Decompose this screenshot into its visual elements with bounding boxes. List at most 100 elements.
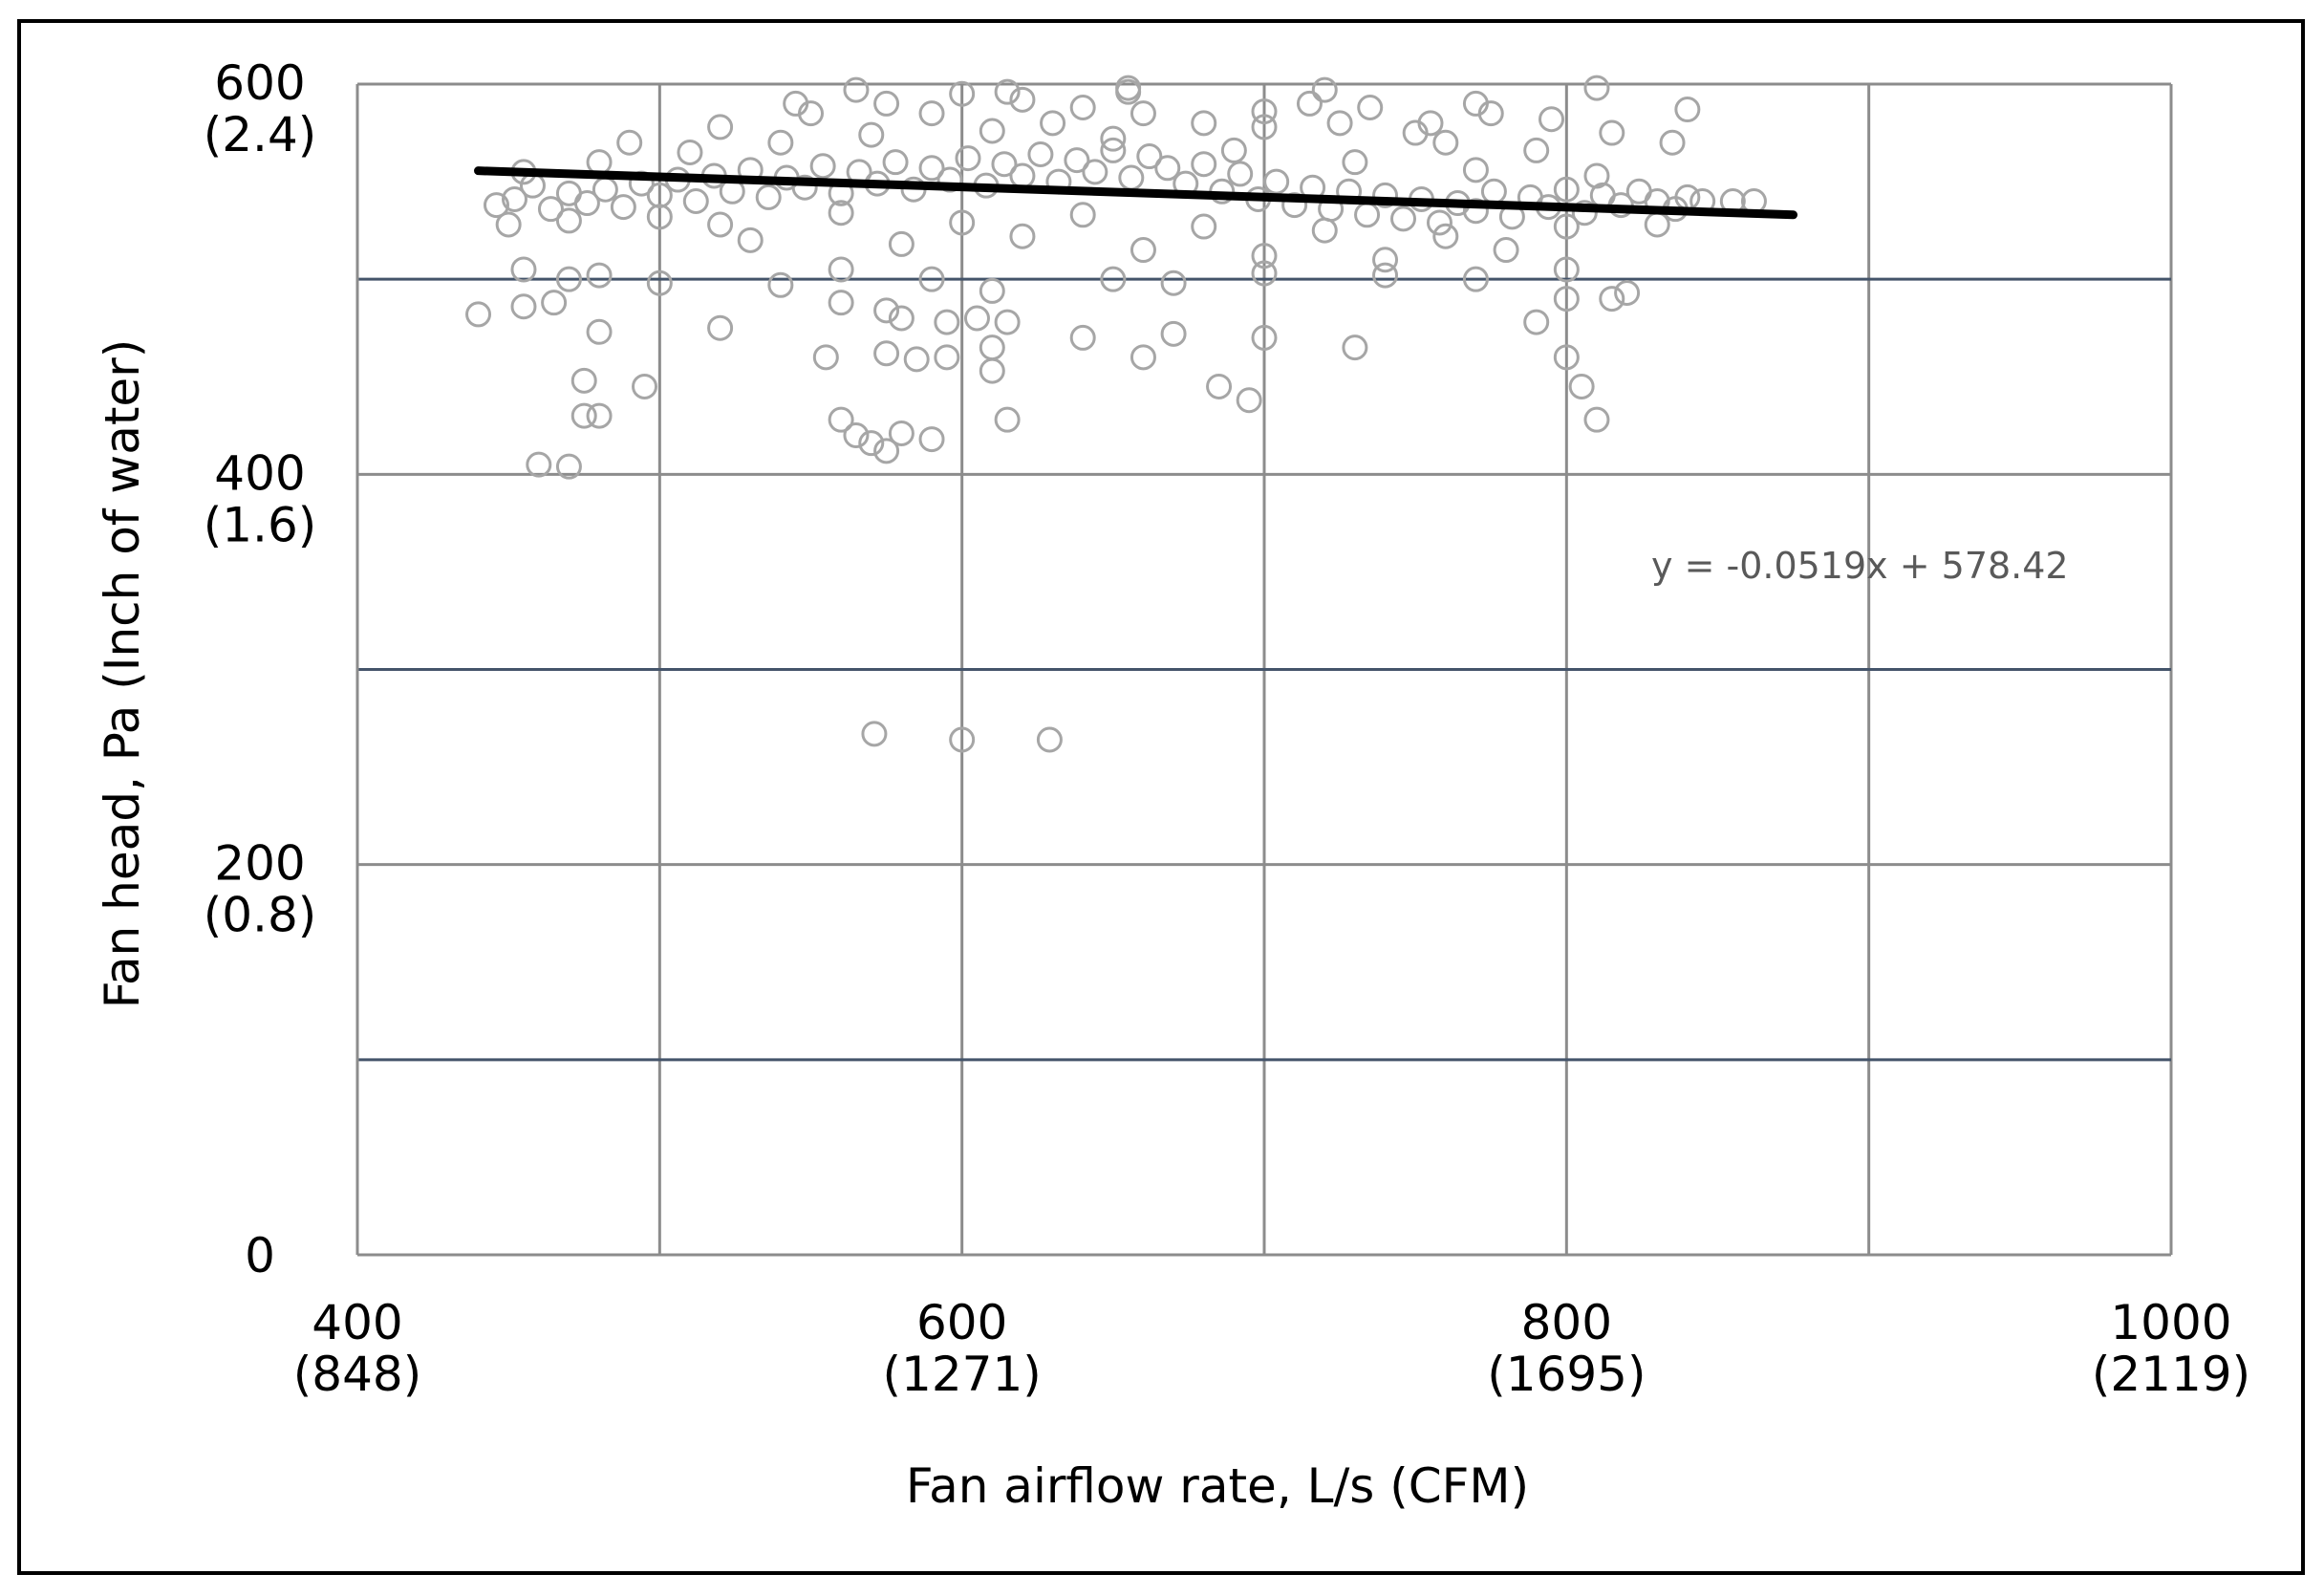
x-tick-sublabel: (1271) [883,1347,1042,1402]
chart-frame [17,19,2305,1575]
data-point [949,726,976,753]
data-point [1674,97,1701,123]
data-point [1009,162,1036,189]
data-point [586,262,613,289]
data-point [1100,137,1127,163]
data-point [707,314,734,341]
data-point [646,182,673,208]
data-point [828,256,854,283]
data-point [1236,387,1262,414]
data-point [1100,125,1127,152]
data-point [1160,320,1187,347]
y-axis-title: Fan head, Pa (Inch of water) [95,339,150,1009]
data-point [888,305,915,332]
data-point [465,301,492,328]
y-tick-sublabel: (1.6) [204,497,317,552]
data-point [586,318,613,345]
data-point [1027,141,1054,167]
data-point [1553,344,1580,371]
data-point [955,145,981,172]
data-point [828,290,854,316]
data-point [1118,164,1145,191]
data-point [1069,95,1096,120]
data-point [646,204,673,230]
data-point [1342,149,1368,176]
data-point [616,129,643,156]
data-point [979,118,1005,144]
data-point [677,139,703,165]
data-point [555,207,582,234]
data-point [682,188,709,214]
data-point [949,209,976,236]
data-point [1263,168,1290,195]
data-point [1206,373,1233,399]
trendline [474,166,1798,220]
trendline-group [474,166,1798,220]
data-point [934,344,960,371]
data-point [783,90,809,117]
data-point [903,346,930,373]
data-point [812,344,839,371]
data-point [888,420,915,446]
tick-labels: 400(848)600(1271)800(1695)1000(2119)0200… [204,55,2250,1402]
data-point [555,453,582,480]
data-point [1357,95,1384,120]
data-point [646,270,673,296]
x-tick-label: 600 [916,1295,1007,1350]
data-point [495,211,522,238]
data-point [1251,324,1278,351]
data-point [828,200,854,226]
data-point [1040,110,1066,137]
y-tick-label: 600 [214,55,305,111]
data-point [1480,178,1507,205]
data-point [791,174,818,201]
data-point [1523,137,1550,163]
data-point [828,406,854,433]
data-point [1100,266,1127,292]
data-point [1251,114,1278,140]
data-point [873,340,900,367]
data-point [1130,237,1156,264]
data-point [1296,90,1323,117]
data-point [1553,286,1580,313]
data-point [918,100,945,127]
data-point [1130,100,1156,127]
data-point [1130,344,1156,371]
data-point [858,121,885,148]
data-point [843,422,870,448]
data-point [1372,182,1399,208]
data-point [526,451,552,478]
y-tick-label: 200 [214,836,305,892]
data-point [873,90,900,117]
data-point [1599,286,1625,313]
data-point [1568,373,1595,399]
data-point [1154,155,1181,182]
data-point [918,426,945,453]
data-point [1553,213,1580,240]
data-point [1064,147,1090,174]
data-point [1227,161,1254,187]
data-point [1136,143,1163,170]
data-point [1539,106,1565,133]
data-point [1372,262,1399,289]
data-point [1583,162,1610,189]
data-point [1390,205,1417,232]
y-tick-sublabel: (2.4) [204,107,317,162]
data-point [632,373,658,399]
data-point [1311,217,1338,244]
y-tick-label: 400 [214,445,305,501]
data-point [858,430,885,457]
data-point [586,402,613,429]
data-point [1659,129,1686,156]
x-tick-label: 400 [312,1295,402,1350]
data-point [610,194,636,221]
data-point [1583,406,1610,433]
data-point [934,309,960,335]
y-tick-label: 0 [245,1228,275,1283]
data-point [1342,334,1368,361]
data-point [1036,726,1063,753]
data-point [1372,247,1399,273]
data-point [979,277,1005,304]
data-point [1251,260,1278,287]
